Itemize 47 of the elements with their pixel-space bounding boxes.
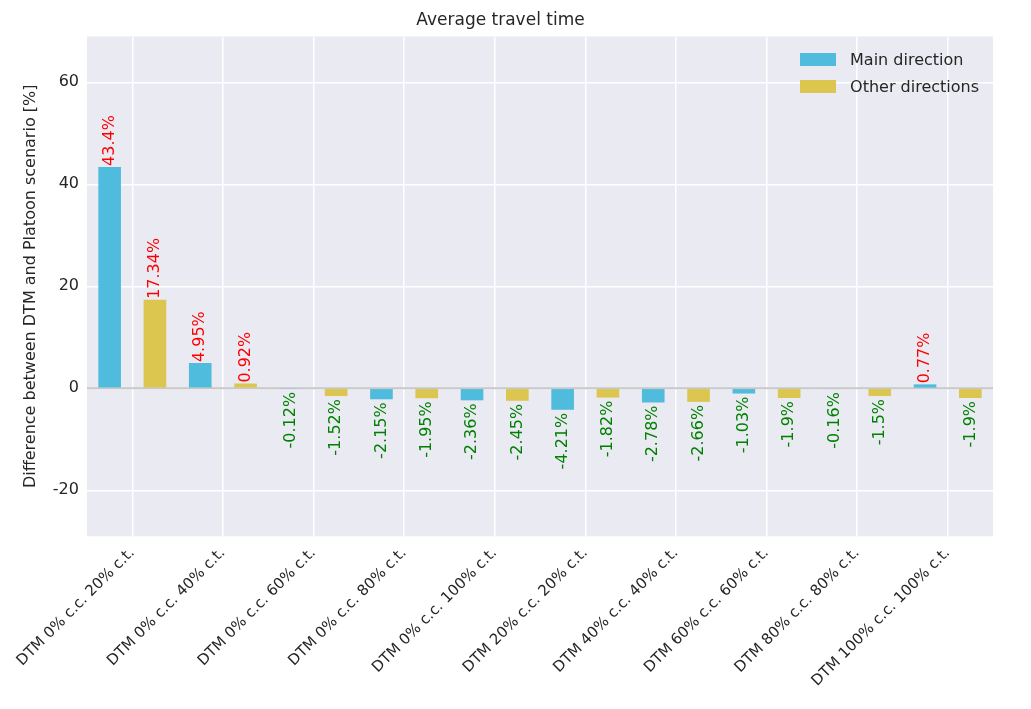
legend-label: Main direction: [850, 49, 964, 72]
data-label: -2.66%: [687, 404, 707, 462]
data-label: -1.82%: [597, 400, 617, 458]
bar: [777, 389, 801, 398]
bar: [98, 166, 121, 388]
bar: [868, 389, 892, 396]
data-label: -1.5%: [868, 398, 888, 446]
y-tick-label: -20: [52, 479, 79, 499]
data-label: -1.95%: [415, 401, 435, 458]
data-label: -4.21%: [551, 412, 571, 470]
data-label: 0.92%: [234, 331, 254, 383]
y-tick-label: 40: [58, 173, 79, 193]
chart-title: Average travel time: [416, 8, 585, 29]
legend-label: Other directions: [850, 76, 979, 99]
bar: [687, 389, 710, 402]
y-tick-label: 60: [58, 71, 79, 91]
data-label: 0.77%: [914, 332, 934, 384]
data-label: -1.52%: [325, 399, 345, 456]
data-label: -2.15%: [370, 402, 390, 459]
bar: [732, 389, 756, 394]
data-label: -0.12%: [280, 391, 299, 449]
bar: [415, 389, 439, 399]
y-tick-label: 20: [58, 275, 79, 295]
bar: [959, 389, 982, 398]
data-label: 4.95%: [189, 311, 209, 363]
data-label: -2.45%: [506, 403, 526, 461]
y-axis-title: Difference between DTM and Platoon scenario [%]: [20, 84, 40, 489]
data-label: -1.9%: [959, 400, 979, 448]
data-label: -0.16%: [823, 392, 843, 449]
bar: [324, 389, 348, 397]
bar: [506, 389, 529, 401]
bar: [188, 363, 212, 388]
bar: [460, 389, 484, 401]
data-label: -1.9%: [778, 400, 798, 448]
data-label: -2.78%: [642, 405, 662, 463]
bar: [143, 299, 167, 388]
bar: [234, 383, 257, 388]
data-label: 43.4%: [98, 115, 118, 166]
bar: [596, 389, 620, 398]
data-label: -1.03%: [733, 396, 752, 454]
bar: [641, 389, 665, 403]
y-tick-label: 0: [68, 377, 79, 397]
data-label: 17.34%: [144, 237, 164, 299]
bar: [913, 384, 937, 388]
data-label: -2.36%: [461, 403, 481, 460]
bar: [551, 389, 574, 410]
bar: [370, 389, 393, 400]
